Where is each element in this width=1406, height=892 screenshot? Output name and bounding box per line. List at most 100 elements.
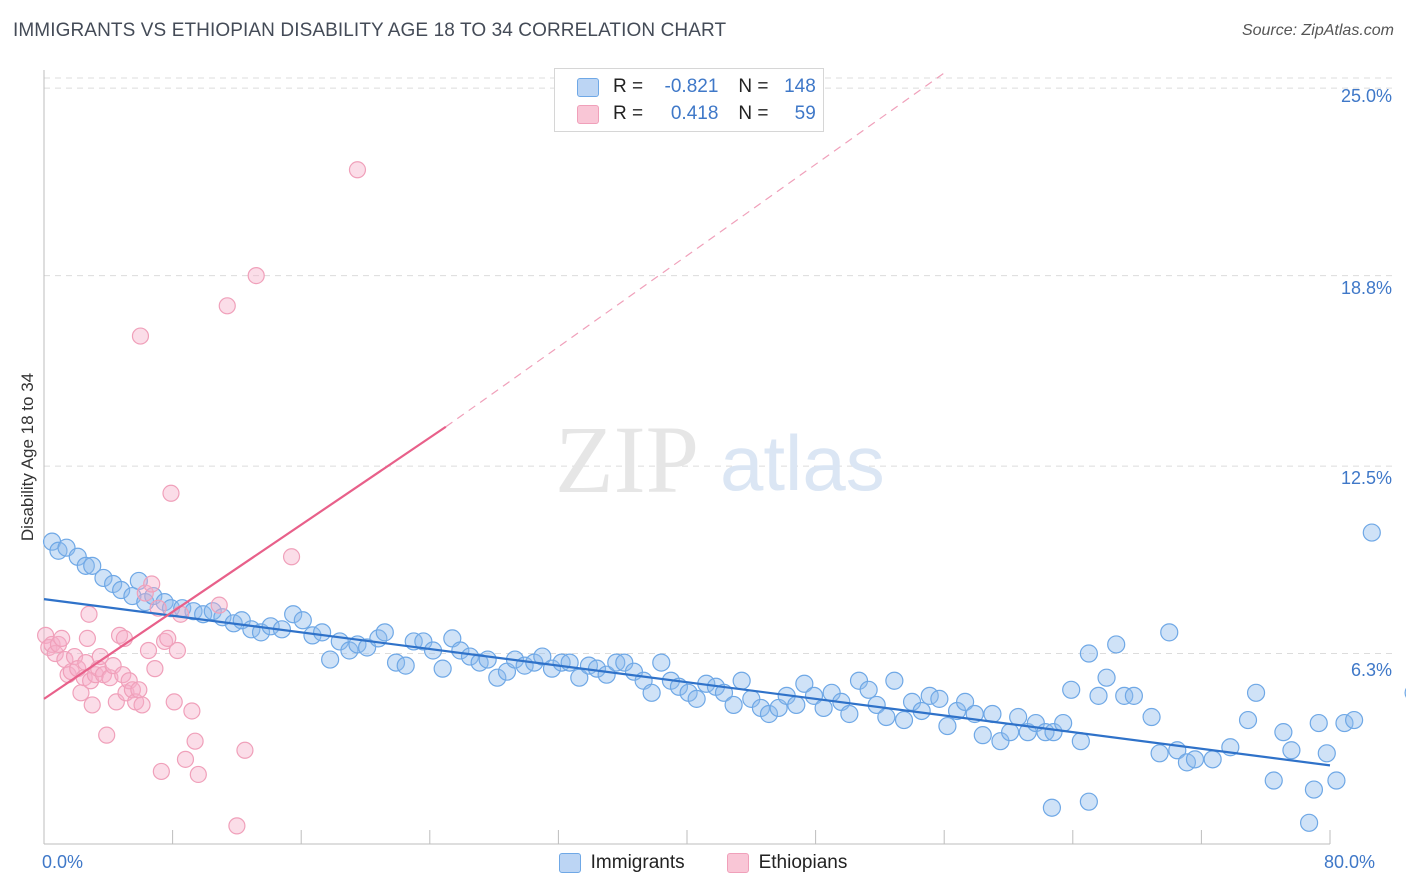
immigrants-trend-line — [43, 598, 1331, 767]
legend-swatch-blue — [577, 77, 599, 97]
immigrants-point — [76, 556, 95, 575]
legend-r-label: R = — [613, 103, 644, 124]
legend-r-value: 0.418 — [670, 103, 719, 124]
immigrants-point — [1044, 723, 1063, 742]
ethiopians-point — [53, 629, 71, 648]
ethiopians-point — [183, 702, 201, 720]
immigrants-point — [1264, 771, 1283, 790]
immigrants-point — [938, 716, 957, 736]
legend-n-value: 148 — [784, 76, 816, 97]
immigrants-point — [894, 710, 914, 730]
ethiopians-point — [228, 817, 246, 835]
immigrants-point — [1246, 683, 1266, 702]
immigrants-point — [642, 683, 661, 702]
ethiopians-point — [176, 750, 195, 768]
immigrants-point — [1079, 644, 1098, 663]
ethiopians-point — [143, 575, 161, 593]
immigrants-point — [1304, 780, 1324, 799]
immigrants-point — [1362, 523, 1381, 542]
ethiopians-point — [168, 641, 187, 660]
chart-title: IMMIGRANTS VS ETHIOPIAN DISABILITY AGE 1… — [13, 20, 727, 41]
immigrants-point — [396, 656, 415, 675]
legend-swatch-pink — [577, 104, 599, 124]
immigrants-point — [1238, 710, 1258, 730]
immigrants-point — [814, 698, 833, 718]
legend-r-label: R = — [613, 76, 644, 97]
watermark-zip: ZIP — [555, 406, 699, 513]
immigrants-point — [1309, 713, 1328, 733]
immigrants-point — [1089, 686, 1108, 705]
bottom-legend-immigrants: Immigrants — [558, 852, 685, 874]
y-tick-label: 12.5% — [1340, 468, 1392, 488]
legend-box: R = -0.821 N = 148 R = 0.418 N = 59 — [554, 68, 824, 132]
ethiopians-point — [186, 732, 204, 750]
immigrants-point — [94, 568, 113, 588]
immigrants-point — [1071, 732, 1090, 751]
immigrants-point — [284, 605, 303, 624]
ethiopians-point — [40, 638, 58, 657]
ethiopians-point — [131, 327, 150, 345]
ethiopians-point — [139, 641, 158, 660]
ethiopians-point — [130, 681, 148, 699]
immigrants-point — [795, 674, 814, 693]
source-label: Source: ZipAtlas.com — [1241, 22, 1394, 39]
y-tick-label: 25.0% — [1340, 86, 1392, 106]
ethiopians-point — [98, 726, 116, 744]
ethiopians-point — [172, 605, 190, 623]
ethiopians-point — [162, 484, 180, 502]
ethiopians-point — [159, 629, 177, 648]
y-tick-label: 18.8% — [1340, 278, 1392, 298]
immigrants-point — [1115, 686, 1134, 705]
immigrants-point — [1042, 798, 1062, 817]
legend-n-label: N = — [738, 76, 769, 97]
immigrants-point — [724, 695, 743, 715]
legend-n-value: 59 — [794, 103, 816, 124]
immigrants-point — [1001, 723, 1020, 742]
immigrants-point — [1160, 623, 1179, 642]
immigrants-point — [1142, 707, 1161, 727]
immigrants-point — [321, 650, 340, 669]
immigrants-point — [840, 704, 859, 724]
immigrants-point — [1317, 744, 1336, 763]
ethiopians-point — [110, 626, 129, 644]
immigrants-point — [1062, 680, 1081, 699]
immigrants-point — [1079, 792, 1098, 811]
immigrants-point — [488, 668, 507, 687]
immigrants-point — [1124, 686, 1143, 705]
ethiopians-point — [133, 696, 151, 714]
immigrants-point — [293, 611, 312, 630]
immigrants-point — [1300, 813, 1319, 832]
immigrants-point — [759, 704, 779, 724]
immigrants-point — [83, 556, 102, 575]
immigrants-point — [433, 659, 452, 678]
immigrants-point — [1107, 635, 1126, 654]
legend-r-value: -0.821 — [664, 76, 719, 97]
immigrants-point — [1282, 741, 1301, 760]
immigrants-point — [687, 689, 706, 708]
immigrants-point — [533, 647, 552, 666]
watermark-atlas: atlas — [720, 419, 885, 507]
immigrants-point — [1203, 750, 1222, 769]
x-tick-label: 0.0% — [42, 852, 84, 872]
ethiopians-point — [46, 644, 64, 663]
immigrants-point — [859, 680, 878, 699]
immigrants-point — [460, 647, 480, 666]
bottom-legend: Immigrants Ethiopians — [0, 852, 1406, 874]
immigrants-point — [652, 653, 671, 672]
ethiopians-point — [149, 599, 167, 617]
bottom-legend-ethiopians: Ethiopians — [726, 852, 847, 874]
ethiopians-point — [152, 762, 170, 781]
ethiopians-point — [114, 666, 132, 684]
immigrants-point — [478, 650, 497, 669]
ethiopians-trend-line — [43, 425, 447, 700]
immigrants-point — [1185, 750, 1205, 769]
immigrants-point — [1327, 771, 1346, 790]
immigrants-point — [930, 689, 949, 708]
ethiopians-point — [189, 765, 207, 784]
immigrants-point — [1097, 668, 1116, 687]
bottom-legend-swatch-blue — [558, 853, 581, 873]
ethiopians-point — [218, 297, 236, 315]
immigrants-point — [849, 671, 869, 690]
immigrants-point — [973, 726, 992, 745]
